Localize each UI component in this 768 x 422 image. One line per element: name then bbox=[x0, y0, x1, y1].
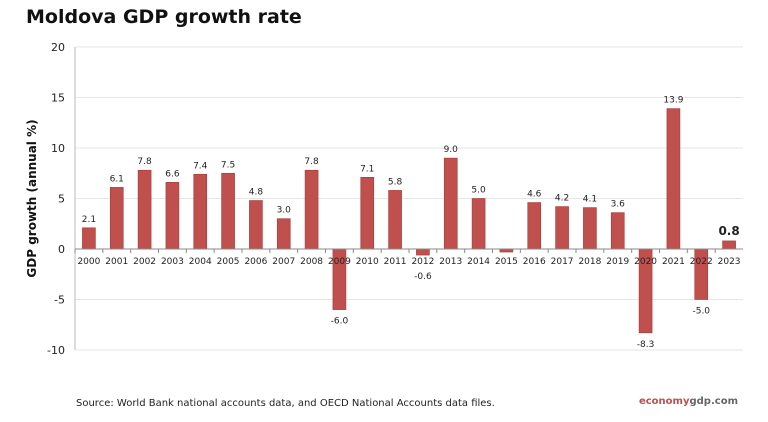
x-tick-label: 2014 bbox=[467, 257, 490, 267]
data-label: -5.0 bbox=[692, 307, 710, 317]
x-tick-label: 2018 bbox=[578, 257, 601, 267]
bar-2011 bbox=[388, 190, 402, 250]
data-label: 5.0 bbox=[471, 186, 486, 196]
bar-2018 bbox=[583, 207, 597, 250]
x-tick-label: 2000 bbox=[77, 257, 100, 267]
x-tick-label: 2019 bbox=[606, 257, 629, 267]
x-tick-label: 2009 bbox=[328, 257, 351, 267]
x-tick-label: 2020 bbox=[634, 257, 657, 267]
bar-2016 bbox=[527, 202, 542, 250]
brand-part-3: .com bbox=[710, 396, 738, 407]
x-tick-label: 2002 bbox=[133, 257, 156, 267]
x-tick-label: 2011 bbox=[384, 257, 407, 267]
bar-2002 bbox=[137, 169, 152, 250]
x-tick-label: 2007 bbox=[272, 257, 295, 267]
data-label: 9.0 bbox=[444, 145, 459, 155]
data-label: 4.2 bbox=[555, 194, 569, 204]
bar-2005 bbox=[221, 172, 235, 250]
y-tick-label: 10 bbox=[51, 142, 65, 155]
bar-2014 bbox=[471, 198, 486, 250]
bar-2010 bbox=[360, 176, 375, 250]
y-tick-label: 20 bbox=[51, 41, 65, 54]
bar-2023 bbox=[722, 240, 736, 250]
x-tick-label: 2015 bbox=[495, 257, 518, 267]
data-label: 3.6 bbox=[611, 200, 626, 210]
y-tick-label: -10 bbox=[47, 344, 65, 357]
bar-2019 bbox=[610, 212, 625, 250]
x-tick-label: 2016 bbox=[523, 257, 546, 267]
data-label: -6.0 bbox=[331, 317, 349, 327]
bar-2017 bbox=[555, 206, 569, 250]
x-tick-label: 2008 bbox=[300, 257, 323, 267]
x-tick-label: 2021 bbox=[662, 257, 685, 267]
x-tick-label: 2003 bbox=[161, 257, 184, 267]
bar-2000 bbox=[82, 227, 96, 250]
bar-2013 bbox=[443, 157, 458, 250]
y-tick-label: 5 bbox=[58, 193, 65, 206]
x-tick-label: 2012 bbox=[411, 257, 434, 267]
data-label: 4.8 bbox=[249, 188, 264, 198]
data-label: 7.5 bbox=[221, 160, 235, 170]
bar-2008 bbox=[304, 169, 319, 250]
data-label: 5.8 bbox=[388, 177, 403, 187]
brand-part-1: economy bbox=[638, 396, 690, 407]
data-label: 6.6 bbox=[165, 169, 180, 179]
x-tick-label: 2006 bbox=[244, 257, 267, 267]
brand-logo: economygdp.com bbox=[639, 396, 738, 407]
data-label: -0.6 bbox=[414, 272, 432, 282]
x-tick-label: 2010 bbox=[356, 257, 379, 267]
x-tick-label: 2005 bbox=[217, 257, 240, 267]
data-label: 7.1 bbox=[360, 164, 374, 174]
data-label: 7.8 bbox=[137, 157, 152, 167]
y-tick-label: 15 bbox=[51, 92, 65, 105]
source-note: Source: World Bank national accounts dat… bbox=[76, 398, 495, 409]
data-label: 7.8 bbox=[304, 157, 319, 167]
x-tick-label: 2013 bbox=[439, 257, 462, 267]
bar-2003 bbox=[165, 182, 180, 250]
x-tick-label: 2023 bbox=[718, 257, 741, 267]
bar-2004 bbox=[193, 173, 208, 250]
data-label: 0.8 bbox=[718, 224, 739, 238]
bar-2021 bbox=[666, 108, 681, 250]
data-label: 4.6 bbox=[527, 190, 542, 200]
brand-part-2: gdp bbox=[689, 396, 711, 407]
bar-2007 bbox=[276, 218, 291, 250]
y-tick-label: 0 bbox=[58, 243, 65, 256]
data-label: 6.1 bbox=[110, 174, 124, 184]
y-tick-label: -5 bbox=[54, 294, 65, 307]
x-tick-label: 2004 bbox=[189, 257, 212, 267]
chart-title: Moldova GDP growth rate bbox=[26, 6, 302, 28]
x-tick-label: 2001 bbox=[105, 257, 128, 267]
x-tick-label: 2017 bbox=[551, 257, 574, 267]
data-label: -8.3 bbox=[637, 340, 655, 350]
data-label: 3.0 bbox=[277, 206, 292, 216]
data-label: 13.9 bbox=[663, 96, 683, 106]
data-label: 7.4 bbox=[193, 161, 208, 171]
bar-2012 bbox=[416, 248, 430, 256]
bar-2001 bbox=[109, 187, 124, 250]
y-axis-label: GDP growth (annual %) bbox=[25, 119, 39, 277]
data-label: 4.1 bbox=[583, 195, 597, 205]
bar-2006 bbox=[249, 200, 263, 250]
data-label: 2.1 bbox=[82, 215, 96, 225]
x-tick-label: 2022 bbox=[690, 257, 713, 267]
